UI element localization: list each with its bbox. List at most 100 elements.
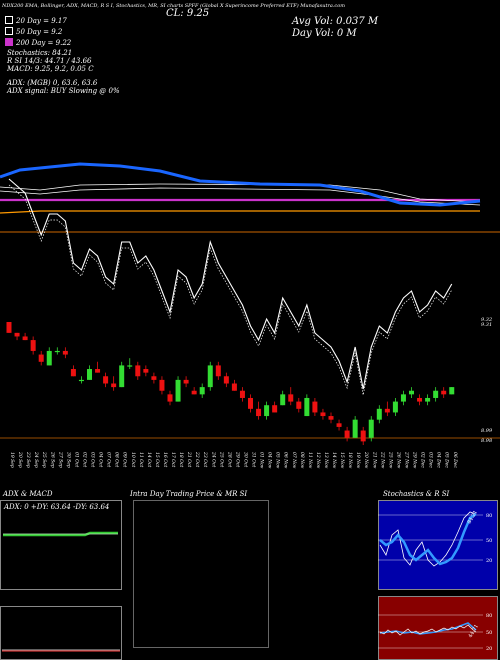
x-tick-label: 19 Sep [9,452,15,468]
x-tick-label: 15 Nov [339,452,345,469]
candle-body [288,394,294,402]
avg-volume-label: Avg Vol: 0.037 M [292,16,379,27]
candle-body [199,387,205,395]
candle-body [449,387,455,395]
legend-ema200-text: 200 Day = 9.22 [16,39,72,47]
x-tick-label: 04 Dec [436,452,442,468]
x-tick-label: 26 Sep [49,451,55,468]
day-volume-label: Day Vol: 0 M [292,28,357,39]
rsi-lines: 80 50 20 44.71 [378,613,492,652]
x-tick-label: 19 Nov [355,452,361,469]
x-tick-label: 05 Nov [275,452,281,469]
candle-body [127,365,133,367]
candle-body [87,369,92,380]
x-tick-label: 31 Oct [251,452,257,467]
x-tick-label: 30 Sep [65,452,71,468]
candle-body [304,397,310,417]
legend-ema50-text: 50 Day = 9.2 [16,28,63,36]
x-tick-label: 30 Oct [242,452,248,467]
candle-body [30,340,36,351]
stochastics-title: Stochastics & R SI [383,490,450,498]
rsi-panel: 80 50 20 44.71 [378,596,498,660]
candle-body [368,419,374,438]
candle-body [103,376,109,384]
legend-swatch-ema50 [5,27,13,35]
x-tick-label: 11 Oct [138,452,144,467]
adx-panel: ADX: 0 +DY: 63.64 -DY: 63.64 [0,500,122,590]
ema200-orange-line [0,210,480,214]
x-tick-label: 02 Dec [420,452,426,468]
x-tick-label: 08 Oct [114,452,120,467]
candle-body [78,379,84,382]
x-tick-label: 13 Nov [323,452,329,469]
candle-body [167,394,173,402]
x-tick-label: 28 Oct [226,451,232,467]
price-label-bottom: 8.99 [481,428,493,434]
candle-body [264,405,270,417]
x-tick-label: 17 Oct [170,452,176,467]
x-tick-label: 25 Nov [387,451,393,469]
x-tick-label: 20 Sep [17,451,23,468]
stoch-tick-20: 20 [486,558,492,564]
adx-lines [3,531,118,537]
candle-body [272,405,278,413]
candle-body [400,394,406,402]
close-price-label: CL: 9.25 [166,8,210,19]
candle-body [143,369,149,373]
price-chart: 19 Sep 20 Sep 23 Sep 24 Sep 25 Sep 26 Sep 27 S… [0,162,500,469]
x-tick-label: 07 Nov [291,452,297,469]
candle-body [22,336,28,341]
legend-ema50: 50 Day = 9.2 [5,27,62,36]
price-label-top: 9.32 [481,317,493,323]
x-tick-label: 10 Oct [130,452,136,467]
price-close-line [8,178,453,390]
candle-body [336,423,342,427]
x-axis-labels: 19 Sep 20 Sep 23 Sep 24 Sep 25 Sep 26 Sep 27 S… [9,451,458,469]
candle-body [248,397,253,409]
legend-swatch-ema20 [5,16,13,24]
candle-body [344,430,350,438]
x-tick-label: 18 Nov [347,452,353,469]
x-tick-label: 20 Nov [363,451,369,469]
candle-body [215,365,221,377]
stochastics-lines: 80 50 20 84.21 [378,510,492,567]
x-tick-label: 15 Oct [154,452,160,467]
candle-body [409,390,414,395]
candle-body [151,376,157,380]
adx-macd-title: ADX & MACD [3,490,53,498]
candle-body [312,401,318,413]
chart-header: NDX200 EMA, Bollinger, ADX, MACD, R S I,… [2,3,345,9]
candle-body [207,365,213,388]
candlesticks [6,322,455,445]
x-tick-label: 06 Nov [283,452,289,469]
candle-body [376,408,382,420]
rsi-tick-80: 80 [486,613,492,619]
candle-body [231,383,237,391]
candle-body [46,350,52,366]
x-tick-label: 08 Nov [299,452,305,469]
candle-body [95,369,101,373]
price-smoothed-line [8,184,453,396]
x-tick-label: 21 Oct [186,451,192,467]
candle-body [111,383,117,388]
macd-lines [2,649,120,652]
candle-body [417,397,423,402]
x-tick-label: 22 Oct [194,451,200,467]
x-tick-label: 04 Oct [98,452,104,467]
x-tick-label: 16 Oct [162,452,168,467]
ema50-lower-line [0,187,481,206]
x-tick-label: 29 Oct [234,451,240,467]
legend-ema20: 20 Day = 9.17 [5,16,67,25]
x-tick-label: 01 Oct [73,452,79,467]
legend-adx: ADX: (MGB) 0, 63.6, 63.6 [7,79,98,87]
candle-body [433,390,439,398]
candle-body [159,379,165,391]
stoch-slow-line [379,512,477,566]
x-tick-label: 27 Sep [57,451,63,468]
ema-lines [0,162,500,439]
x-tick-label: 04 Nov [267,452,273,469]
candle-body [70,369,76,377]
candle-body [38,354,44,362]
price-label-bottom2: 8.98 [481,438,493,444]
x-tick-label: 03 Oct [90,452,96,467]
